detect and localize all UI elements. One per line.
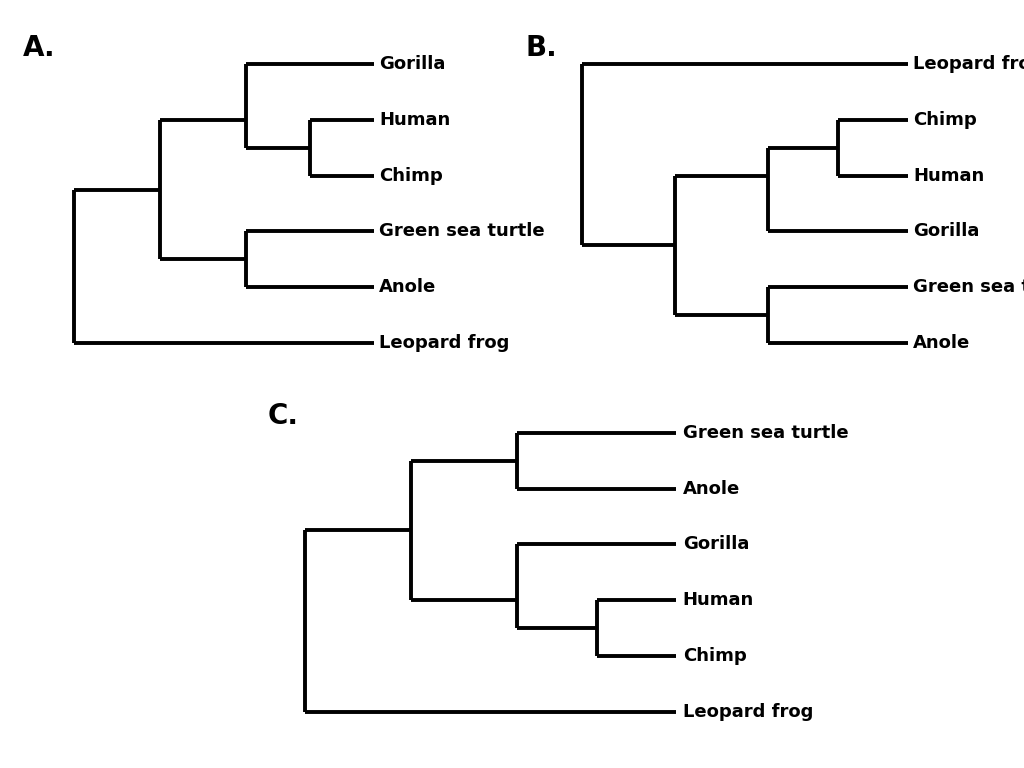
Text: A.: A. <box>24 34 55 61</box>
Text: B.: B. <box>526 34 558 61</box>
Text: Chimp: Chimp <box>379 167 443 184</box>
Text: Leopard frog: Leopard frog <box>683 703 813 720</box>
Text: Chimp: Chimp <box>683 647 746 665</box>
Text: Leopard frog: Leopard frog <box>913 55 1024 73</box>
Text: C.: C. <box>267 402 299 430</box>
Text: Anole: Anole <box>683 479 740 498</box>
Text: Human: Human <box>379 111 451 129</box>
Text: Gorilla: Gorilla <box>379 55 445 73</box>
Text: Human: Human <box>913 167 984 184</box>
Text: Anole: Anole <box>913 334 971 352</box>
Text: Leopard frog: Leopard frog <box>379 334 510 352</box>
Text: Green sea turtle: Green sea turtle <box>379 223 545 240</box>
Text: Gorilla: Gorilla <box>683 535 749 553</box>
Text: Green sea turtle: Green sea turtle <box>683 424 848 442</box>
Text: Anole: Anole <box>379 278 436 296</box>
Text: Human: Human <box>683 591 754 609</box>
Text: Green sea turtle: Green sea turtle <box>913 278 1024 296</box>
Text: Gorilla: Gorilla <box>913 223 980 240</box>
Text: Chimp: Chimp <box>913 111 977 129</box>
